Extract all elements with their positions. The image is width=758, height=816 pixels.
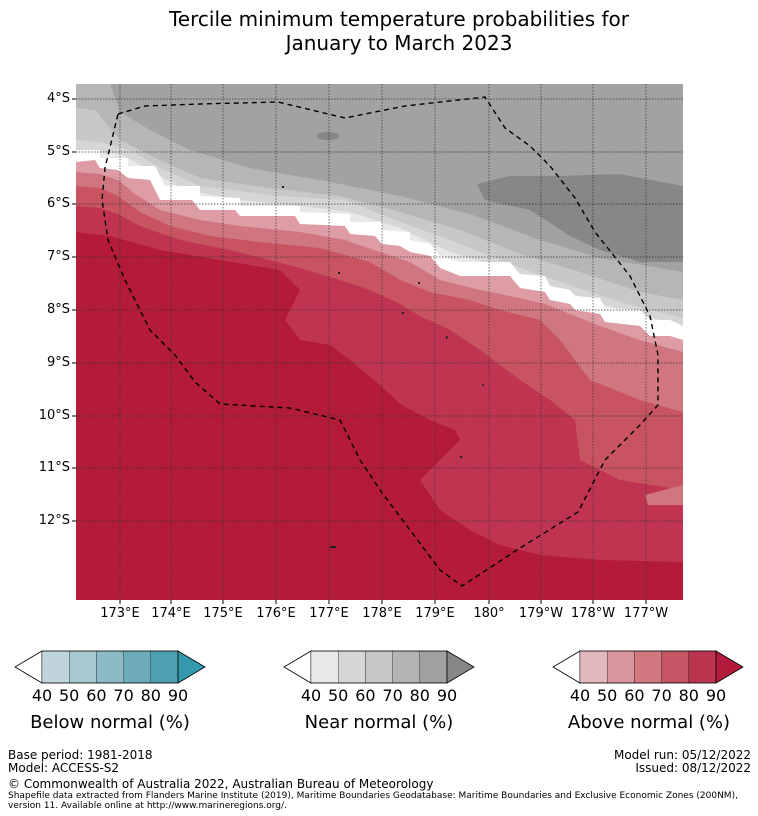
island-mark [330,546,336,548]
colorbar-outline [311,650,447,684]
above-normal-60-patch [645,485,683,505]
longitude-label: 177°W [623,606,669,621]
map-gridlines [76,84,683,600]
colorbar-segment [365,650,393,684]
island-mark [402,312,404,314]
latitude-label: 5°S [46,144,70,159]
colorbar-tick-label: 80 [678,686,699,705]
colorbar-segment [392,650,420,684]
colorbar-segment [69,650,97,684]
colorbar-tick-label: 40 [31,686,53,705]
colorbar-tick-label: 90 [436,686,458,705]
map-title-line-1: Tercile minimum temperature probabilitie… [168,7,630,31]
longitude-label: 175°E [203,606,243,621]
white-band [76,150,683,340]
latitude-label: 4°S [46,91,70,106]
latitude-label: 11°S [38,460,70,475]
longitude-label: 178°W [570,606,616,621]
colorbar-tick-label: 80 [140,686,161,705]
colorbar-title-above-normal: Above normal (%) [567,712,731,733]
colorbar-tick-label: 70 [382,686,403,705]
colorbar-tick-label: 90 [167,686,189,705]
colorbar-segment [607,650,635,684]
longitude-label: 178°E [362,606,402,621]
colorbar-outline [580,650,716,684]
source-text-line-2: version 11. Available online at http://w… [8,801,287,811]
island-mark [460,456,462,458]
colorbar-segment [579,650,608,684]
colorbar-segment [96,650,124,684]
axis-ticks [72,98,647,604]
colorbar-segment [41,650,70,684]
colorbar-below-normal [14,650,206,684]
colorbar-above-normal [552,650,744,684]
colorbar-extend-low [552,650,581,684]
latitude-label: 10°S [38,408,70,423]
colorbar-outline [42,650,178,684]
colorbar-segment [310,650,339,684]
base-period-text: Base period: 1981-2018 [8,748,153,762]
colorbar-segment [688,650,717,684]
islands [282,186,484,548]
longitude-label: 180° [473,606,505,621]
issued-text: Issued: 08/12/2022 [635,761,751,775]
eez-boundary [101,96,659,587]
colorbar-extend-high [446,650,475,684]
colorbar-tick-label: 80 [409,686,430,705]
map-title-line-2: January to March 2023 [285,31,513,55]
longitude-label: 177°E [309,606,349,621]
colorbar-tick-label: 40 [569,686,591,705]
latitude-label: 12°S [38,513,70,528]
colorbar-segment [338,650,366,684]
longitude-label: 173°E [100,606,140,621]
island-mark [482,384,484,386]
colorbar-segment [150,650,179,684]
latitude-label: 8°S [46,302,70,317]
colorbar-tick-label: 60 [355,686,376,705]
colorbar-extend-high [177,650,206,684]
colorbar-tick-label: 70 [113,686,134,705]
colorbar-segment [634,650,662,684]
colorbar-extend-low [283,650,312,684]
colorbar-segment [419,650,448,684]
colorbar-title-below-normal: Below normal (%) [30,712,190,733]
colorbar-tick-label: 60 [86,686,107,705]
colorbar-segment [661,650,689,684]
map-title: Tercile minimum temperature probabilitie… [0,7,758,55]
model-text: Model: ACCESS-S2 [8,761,120,775]
colorbar-tick-label: 40 [300,686,322,705]
colorbar-tick-label: 50 [597,686,618,705]
colorbar-tick-label: 90 [705,686,727,705]
latitude-label: 6°S [46,196,70,211]
model-run-text: Model run: 05/12/2022 [613,748,751,762]
colorbar-tick-label: 50 [59,686,80,705]
near-normal-90-spot [316,132,340,140]
colorbar-title-near-normal: Near normal (%) [304,712,454,733]
latitude-label: 7°S [46,249,70,264]
probability-map [72,84,683,604]
near-normal-90-region [477,174,683,262]
colorbar-near-normal [283,650,475,684]
colorbar-extend-high [715,650,744,684]
island-mark [338,272,340,274]
source-text-line-1: Shapefile data extracted from Flanders M… [8,791,738,801]
colorbar-tick-label: 50 [328,686,349,705]
colorbar-tick-label: 60 [624,686,645,705]
island-mark [418,282,420,284]
longitude-label: 179°W [518,606,564,621]
colorbar-segment [123,650,151,684]
longitude-label: 179°E [415,606,455,621]
colorbar-extend-low [14,650,43,684]
longitude-label: 176°E [256,606,296,621]
longitude-label: 174°E [151,606,191,621]
colorbar-tick-label: 70 [651,686,672,705]
island-mark [282,186,284,188]
latitude-label: 9°S [46,355,70,370]
copyright-text: © Commonwealth of Australia 2022, Austra… [8,777,434,791]
island-mark [446,336,448,339]
